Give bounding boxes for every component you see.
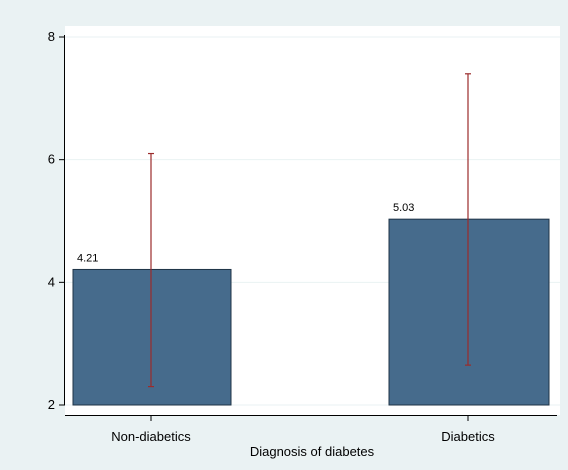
data-label-0: 4.21 bbox=[77, 252, 98, 264]
x-tick-label-1: Diabetics bbox=[441, 429, 495, 444]
y-axis: 2 4 6 8 bbox=[48, 29, 65, 412]
bar-diabetics bbox=[388, 218, 550, 406]
y-tick-label-6: 6 bbox=[48, 152, 55, 167]
data-label-1: 5.03 bbox=[393, 202, 414, 214]
error-bars bbox=[148, 73, 471, 388]
bar-non-diabetics bbox=[72, 268, 232, 406]
y-tick-label-8: 8 bbox=[48, 29, 55, 44]
x-axis: Non-diabetics Diabetics bbox=[65, 415, 557, 444]
bars bbox=[72, 218, 550, 406]
x-tick-label-0: Non-diabetics bbox=[111, 429, 191, 444]
x-axis-title: Diagnosis of diabetes bbox=[250, 444, 375, 459]
y-tick-label-4: 4 bbox=[48, 274, 55, 289]
y-tick-label-2: 2 bbox=[48, 397, 55, 412]
data-labels: 4.21 5.03 bbox=[77, 202, 414, 264]
